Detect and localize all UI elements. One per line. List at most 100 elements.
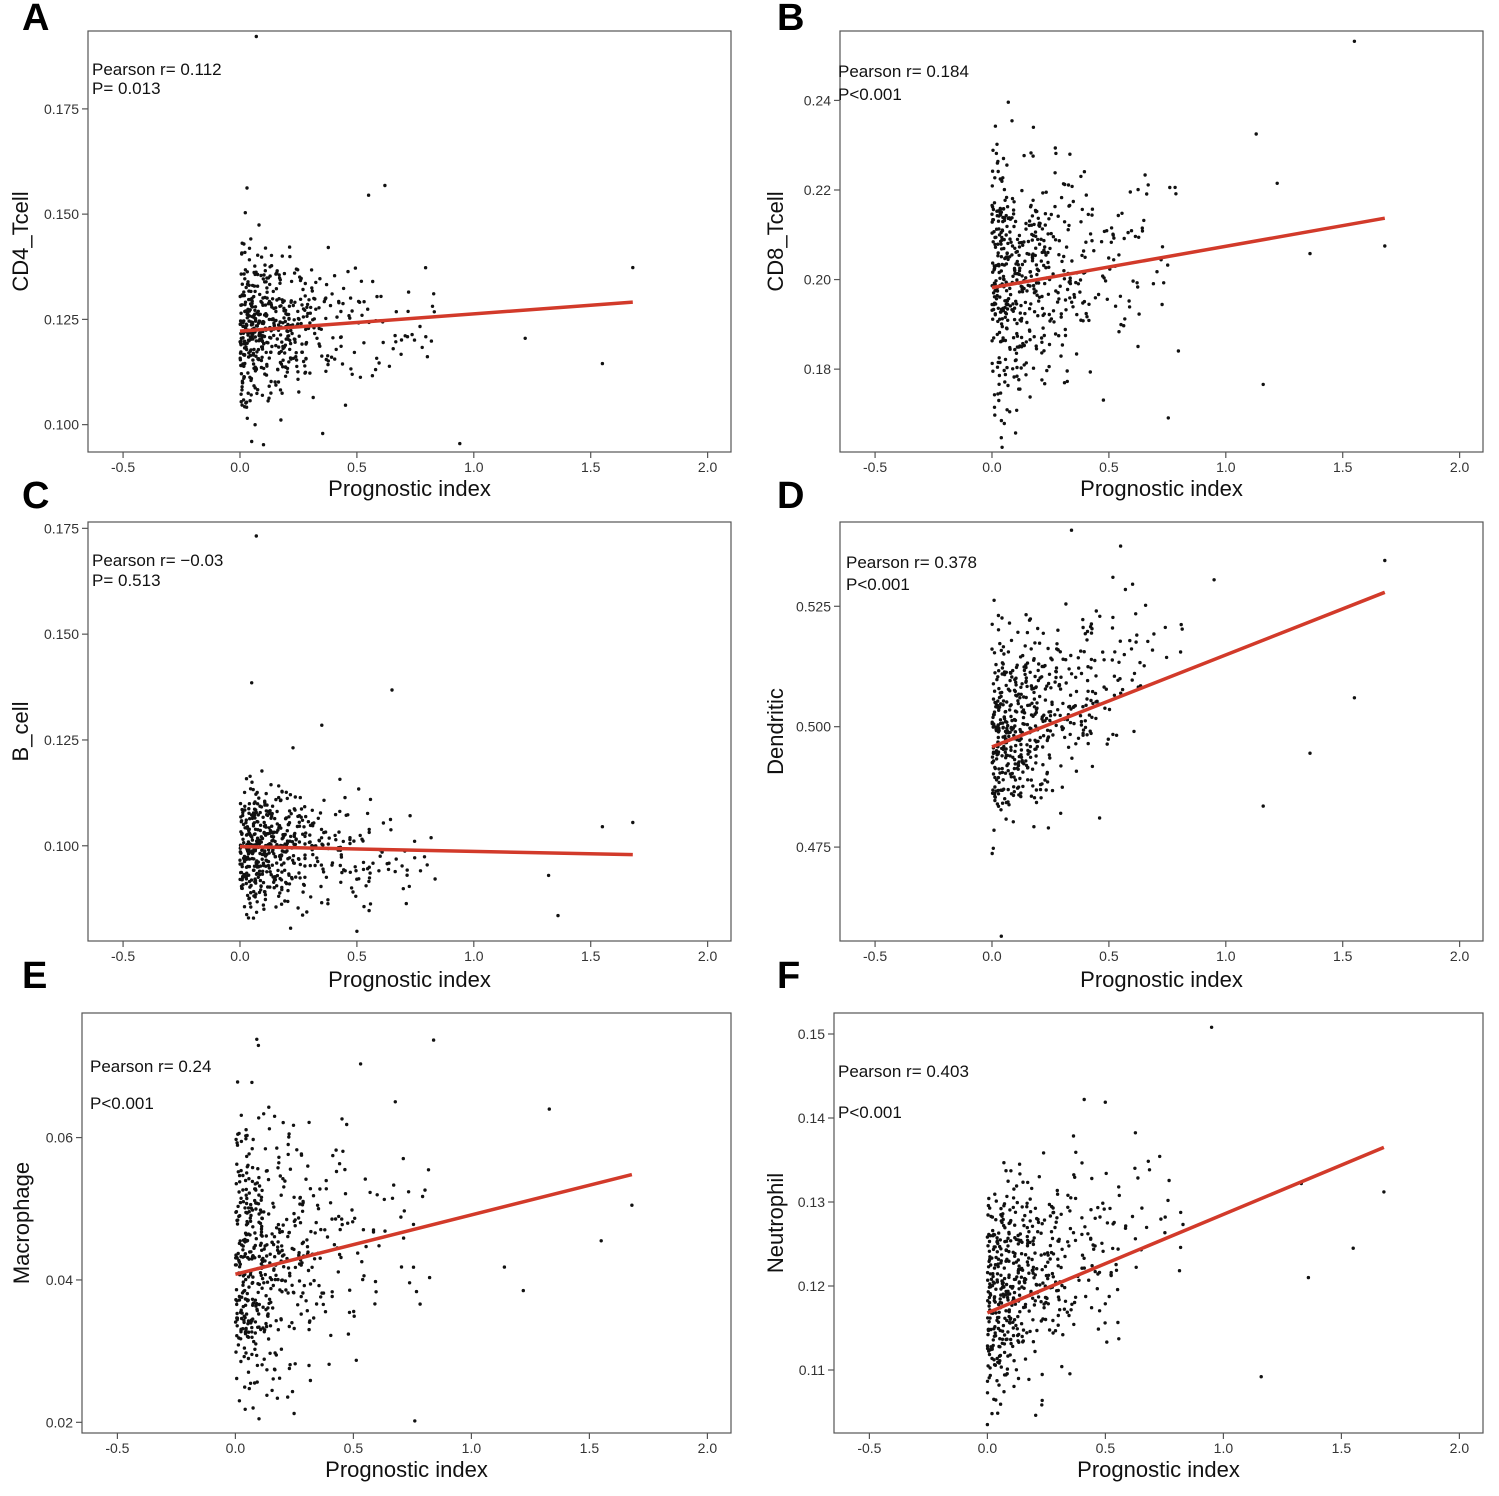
data-point: [251, 916, 256, 920]
data-point: [273, 1351, 277, 1355]
data-point: [1034, 1413, 1038, 1418]
data-point: [293, 337, 297, 342]
data-point: [989, 1345, 993, 1349]
data-point: [1058, 650, 1063, 654]
pearson-r-label: Pearson r= 0.403: [838, 1062, 969, 1081]
data-point: [317, 1283, 321, 1288]
data-point: [278, 1288, 282, 1292]
data-point: [320, 354, 324, 358]
data-point: [287, 1231, 291, 1235]
data-point: [296, 1303, 300, 1307]
data-point: [994, 662, 998, 667]
data-point: [1166, 1198, 1170, 1203]
data-point: [245, 912, 249, 917]
data-point-outlier: [1006, 100, 1010, 104]
data-point: [1011, 302, 1015, 306]
panel-letter: F: [777, 955, 800, 997]
data-point: [1046, 1273, 1051, 1278]
data-point: [1093, 1269, 1097, 1274]
data-point: [1090, 715, 1094, 719]
data-point: [306, 820, 311, 824]
data-point: [399, 1215, 403, 1219]
x-tick-label: 1.5: [580, 1440, 600, 1456]
data-point: [1013, 1210, 1018, 1215]
data-point: [1026, 239, 1031, 244]
data-point: [1012, 1359, 1016, 1363]
data-point: [1098, 1215, 1102, 1219]
data-point: [1031, 784, 1035, 788]
data-point: [1105, 1340, 1109, 1344]
data-point: [237, 1336, 241, 1340]
data-point: [267, 396, 271, 400]
data-point: [987, 1349, 991, 1353]
data-point: [1034, 347, 1039, 351]
data-point: [1020, 1268, 1025, 1272]
data-point: [1090, 1176, 1094, 1181]
data-point: [1067, 704, 1072, 709]
data-point: [1002, 368, 1006, 373]
data-point: [257, 1175, 261, 1180]
data-point: [1093, 296, 1098, 300]
data-point: [265, 1254, 269, 1258]
data-point: [238, 322, 243, 327]
data-point: [1022, 1223, 1026, 1228]
data-point: [1004, 817, 1008, 821]
data-point: [999, 1253, 1004, 1257]
data-point: [252, 347, 256, 352]
data-point: [1036, 739, 1040, 743]
data-point: [250, 1179, 255, 1184]
data-point: [303, 281, 307, 286]
data-point: [248, 297, 252, 302]
data-point: [1058, 713, 1062, 718]
data-point-outlier: [458, 441, 462, 446]
data-point: [996, 254, 1000, 258]
data-point: [265, 296, 269, 300]
data-point: [1011, 1284, 1015, 1289]
data-point: [281, 358, 285, 362]
data-point: [1028, 1197, 1032, 1201]
data-point: [253, 895, 257, 899]
data-point: [1006, 241, 1010, 246]
data-point: [996, 613, 1001, 618]
data-point: [997, 1344, 1001, 1349]
data-point: [263, 833, 268, 837]
data-point: [996, 262, 1001, 267]
data-point: [1062, 220, 1067, 224]
data-point: [256, 820, 260, 824]
data-point: [282, 832, 286, 837]
data-point: [995, 1315, 1000, 1320]
data-point: [1086, 665, 1090, 669]
data-point: [362, 904, 366, 909]
data-point: [288, 1271, 292, 1276]
data-point: [258, 1271, 263, 1275]
data-point: [1018, 266, 1022, 270]
data-point: [243, 1240, 247, 1244]
data-point-outlier: [250, 681, 254, 685]
data-point: [1001, 1323, 1006, 1328]
data-point: [1016, 1242, 1020, 1246]
data-point: [1030, 687, 1034, 691]
data-point: [1027, 1377, 1031, 1382]
panel-a: A-0.5 0.0 0.5 1.0 1.5 2.00.1000.1250.1500.175…: [8, 0, 732, 501]
data-point: [1000, 770, 1005, 775]
data-point: [1079, 649, 1083, 653]
data-point: [238, 858, 242, 862]
data-point: [371, 279, 375, 284]
data-point: [1026, 1263, 1030, 1267]
data-point-outlier: [1069, 528, 1074, 532]
data-point: [1025, 320, 1029, 325]
data-point: [1068, 203, 1072, 208]
data-point: [247, 864, 252, 869]
data-point: [272, 1205, 276, 1209]
data-point: [269, 391, 273, 395]
data-point: [1047, 342, 1052, 347]
data-point: [324, 1178, 328, 1183]
data-point: [257, 869, 262, 873]
data-point: [1012, 1187, 1016, 1191]
data-point: [288, 1167, 293, 1171]
data-point: [406, 1190, 411, 1194]
data-point: [368, 1190, 372, 1195]
data-point: [269, 317, 274, 322]
data-point: [994, 1199, 998, 1203]
data-point: [1057, 1298, 1061, 1302]
